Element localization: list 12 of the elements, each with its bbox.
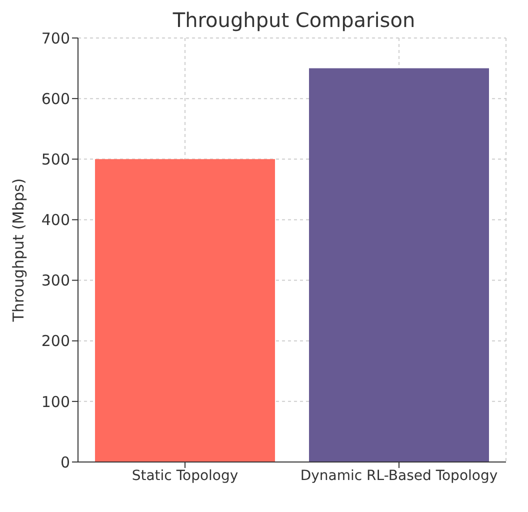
y-tick-label: 0 bbox=[60, 453, 70, 472]
y-tick-label: 300 bbox=[41, 272, 70, 290]
y-axis-title: Throughput (Mbps) bbox=[9, 178, 28, 323]
y-tick-label: 400 bbox=[41, 211, 70, 230]
y-tick-label: 700 bbox=[41, 29, 70, 48]
chart-title: Throughput Comparison bbox=[172, 8, 416, 32]
y-tick-label: 100 bbox=[41, 392, 70, 411]
y-tick-label: 500 bbox=[41, 150, 70, 168]
y-tick-label: 600 bbox=[41, 90, 70, 108]
x-tick-label: Static Topology bbox=[132, 468, 238, 484]
y-tick-label: 200 bbox=[41, 332, 70, 350]
x-tick-label: Dynamic RL-Based Topology bbox=[300, 468, 498, 484]
